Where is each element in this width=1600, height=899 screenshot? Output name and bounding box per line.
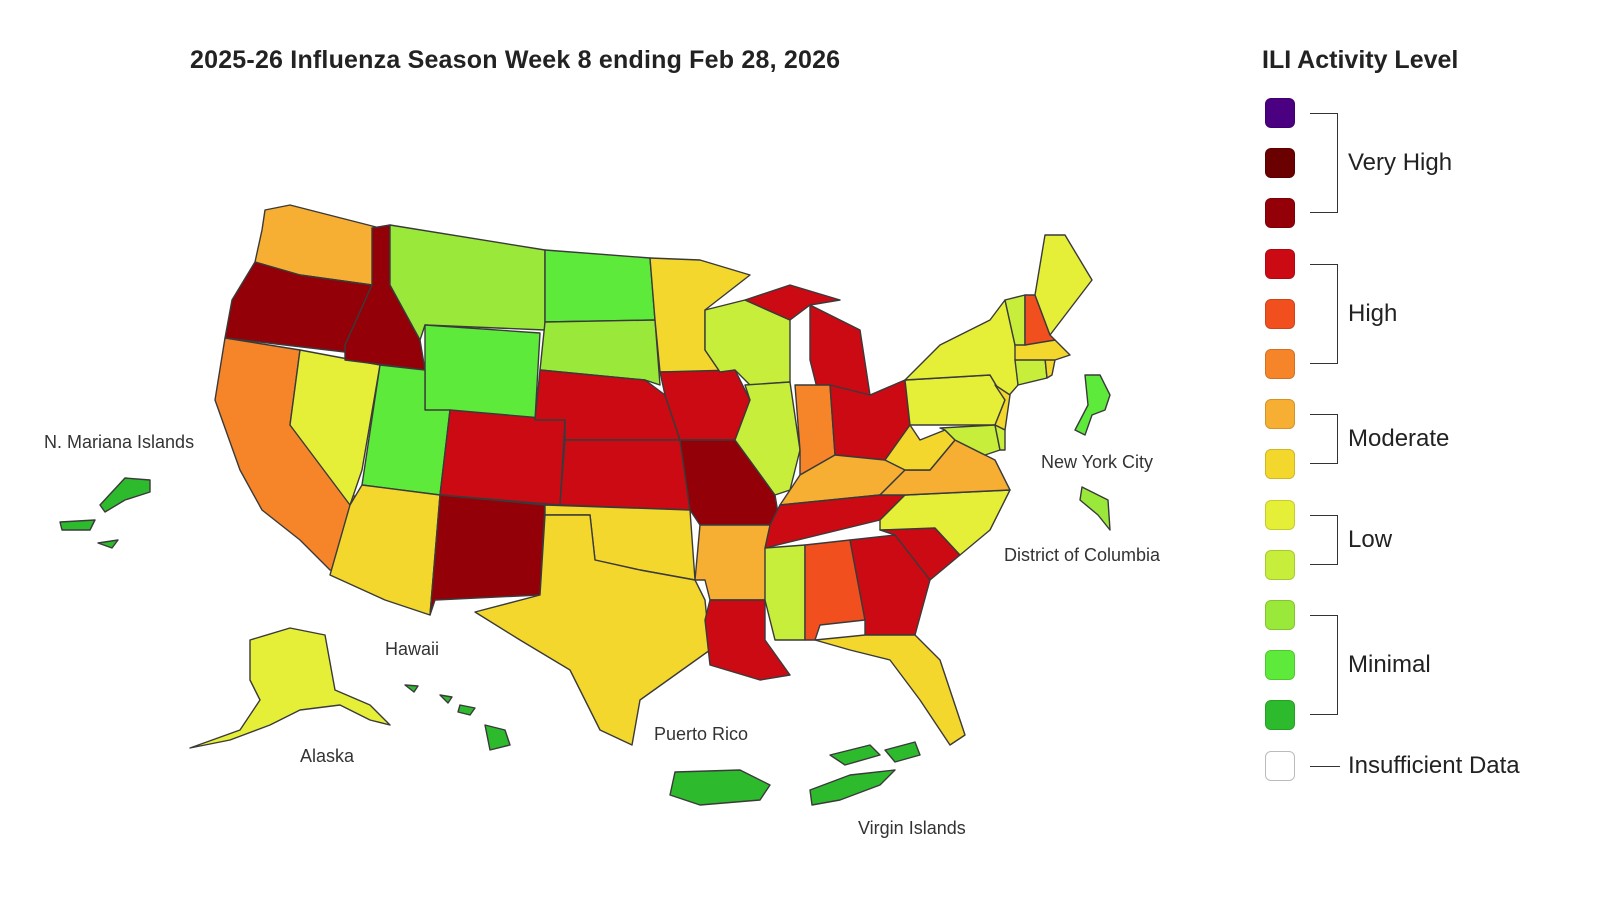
state-new-mexico[interactable] xyxy=(429,494,546,616)
state-mariana-islands[interactable] xyxy=(59,519,96,531)
state-rhode-island[interactable] xyxy=(1044,357,1056,379)
legend-swatch-level-2 xyxy=(1265,650,1295,681)
us-choropleth-map: N. Mariana Islands New York City Distric… xyxy=(44,204,1161,838)
state-illinois[interactable] xyxy=(734,381,801,496)
state-hawaii[interactable] xyxy=(404,684,419,693)
label-new-york-city: New York City xyxy=(1041,452,1153,472)
state-hawaii[interactable] xyxy=(439,694,453,704)
state-new-hampshire[interactable] xyxy=(1024,294,1056,346)
legend-group-label: Minimal xyxy=(1348,651,1431,679)
legend-bracket xyxy=(1310,414,1338,465)
state-wyoming[interactable] xyxy=(424,324,541,421)
state-connecticut[interactable] xyxy=(1014,357,1048,386)
legend-bracket xyxy=(1310,113,1338,214)
state-mariana-islands[interactable] xyxy=(99,477,151,513)
legend-swatch-level-3 xyxy=(1265,600,1295,630)
legend-bracket xyxy=(1310,514,1338,565)
legend-swatch-level-5 xyxy=(1265,499,1295,530)
state-south-dakota[interactable] xyxy=(539,319,661,386)
state-mississippi[interactable] xyxy=(764,544,806,641)
label-hawaii: Hawaii xyxy=(385,639,439,659)
map-title: 2025-26 Influenza Season Week 8 ending F… xyxy=(190,46,841,74)
legend-swatch-level-8 xyxy=(1265,349,1295,379)
state-district-of-columbia[interactable] xyxy=(1079,486,1111,531)
legend-insufficient-label: Insufficient Data xyxy=(1348,751,1520,779)
legend-group-label: High xyxy=(1348,299,1398,327)
state-florida[interactable] xyxy=(814,634,966,746)
label-district-of-columbia: District of Columbia xyxy=(1004,545,1161,565)
legend-swatch-level-7 xyxy=(1265,399,1295,430)
state-alaska[interactable] xyxy=(189,627,391,749)
legend-swatch-level-9 xyxy=(1265,298,1295,329)
state-louisiana[interactable] xyxy=(704,599,791,681)
state-maine[interactable] xyxy=(1034,234,1093,336)
legend-swatch-level-11 xyxy=(1265,198,1295,229)
legend-line xyxy=(1310,765,1340,767)
legend-swatch-level-13 xyxy=(1265,98,1295,128)
state-delaware[interactable] xyxy=(994,424,1006,451)
legend-bracket xyxy=(1310,615,1338,716)
legend-group-label: Low xyxy=(1348,525,1393,553)
state-hawaii[interactable] xyxy=(457,704,476,716)
legend-group-label: Very High xyxy=(1348,149,1453,177)
state-new-york-city[interactable] xyxy=(1074,374,1111,436)
state-arkansas[interactable] xyxy=(694,524,771,601)
legend-swatch-level-12 xyxy=(1265,148,1295,179)
legend-swatch-level-4 xyxy=(1265,549,1295,580)
legend-swatch-level-10 xyxy=(1265,248,1295,279)
legend-swatch-level-6 xyxy=(1265,449,1295,480)
state-hawaii[interactable] xyxy=(484,724,511,751)
state-mariana-islands[interactable] xyxy=(97,539,119,549)
legend-title: ILI Activity Level xyxy=(1262,46,1459,74)
state-north-dakota[interactable] xyxy=(544,249,656,323)
state-virgin-islands[interactable] xyxy=(829,744,881,766)
legend-group-label: Moderate xyxy=(1348,425,1450,453)
state-pennsylvania[interactable] xyxy=(904,374,1006,426)
state-colorado[interactable] xyxy=(439,409,566,506)
label-virgin-islands: Virgin Islands xyxy=(858,818,966,838)
state-texas[interactable] xyxy=(474,514,711,746)
legend: ILI Activity Level Very High High Moderate… xyxy=(1262,46,1592,781)
label-alaska: Alaska xyxy=(300,746,355,766)
state-kansas[interactable] xyxy=(559,439,691,511)
state-montana[interactable] xyxy=(389,224,546,341)
label-mariana-islands: N. Mariana Islands xyxy=(44,432,194,452)
state-michigan[interactable] xyxy=(744,284,841,321)
legend-swatch-level-1 xyxy=(1265,700,1295,731)
legend-swatch-insufficient xyxy=(1265,750,1295,781)
label-puerto-rico: Puerto Rico xyxy=(654,724,748,744)
state-virgin-islands[interactable] xyxy=(809,769,896,806)
legend-bracket xyxy=(1310,263,1338,364)
state-puerto-rico[interactable] xyxy=(669,769,771,806)
state-virgin-islands[interactable] xyxy=(884,741,921,763)
